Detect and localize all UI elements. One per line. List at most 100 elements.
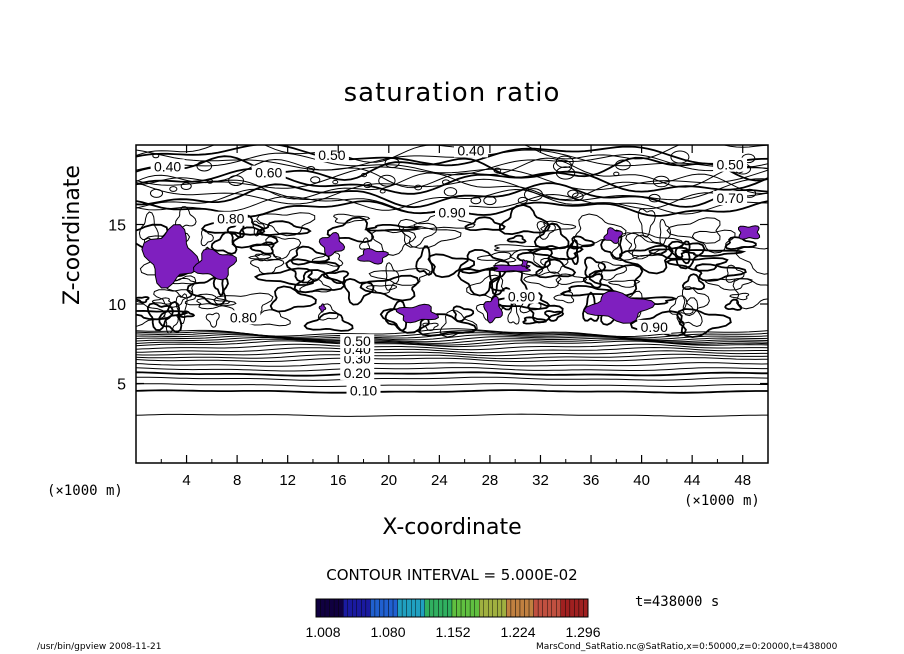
contour-line-turbulent (253, 267, 315, 286)
colorbar-cell (460, 598, 466, 618)
contour-line-turbulent (732, 278, 768, 310)
contour-label: 0.50 (344, 333, 371, 349)
colorbar-cell (479, 598, 484, 618)
contour-line-turbulent (151, 297, 172, 305)
contour-line-lower (136, 335, 768, 343)
contour-label-bg (435, 205, 469, 220)
supersaturated-region (603, 227, 624, 245)
colorbar-cell (401, 598, 407, 618)
contour-line-turbulent (507, 303, 520, 325)
contour-line-turbulent (299, 278, 332, 293)
colorbar-cell (411, 598, 416, 618)
contour-loop (196, 160, 213, 172)
colorbar-cell (447, 598, 453, 618)
contour-label-bg (150, 159, 185, 174)
contour-line-turbulent (725, 264, 745, 283)
contour-label: 0.60 (255, 165, 282, 181)
contour-line-turbulent (637, 208, 656, 238)
contour-line-turbulent (724, 298, 743, 311)
colorbar-cell (492, 598, 498, 618)
contour-loop (180, 182, 192, 191)
contour-line-turbulent (674, 240, 691, 265)
colorbar-cell (433, 598, 439, 618)
contour-line-turbulent (256, 212, 316, 237)
contour-line-turbulent (584, 256, 607, 279)
contour-label: 0.40 (154, 158, 181, 174)
contour-line-turbulent (175, 293, 188, 325)
contour-loop (384, 157, 400, 169)
contour-line-upper (136, 145, 768, 163)
contour-line-turbulent (153, 289, 193, 308)
colorbar-cell (406, 598, 412, 618)
contour-line-lower (136, 346, 768, 354)
contour-line-turbulent (427, 253, 476, 279)
contour-line-turbulent (200, 228, 214, 247)
colorbar-cell (488, 598, 493, 618)
contour-line-lower (136, 371, 768, 377)
contour-line-turbulent (293, 269, 346, 294)
colorbar-cell (501, 598, 507, 618)
colorbar-cell (456, 598, 462, 618)
contour-label: 0.10 (350, 382, 377, 398)
contour-loop (332, 179, 339, 185)
contour-line-turbulent (285, 258, 341, 284)
colorbar-cell (547, 598, 552, 618)
contour-loop (555, 155, 574, 169)
contour-line-turbulent (174, 206, 197, 229)
contour-label: 0.50 (716, 157, 743, 173)
x-tick-label: 12 (279, 472, 296, 489)
contour-line-turbulent (311, 251, 344, 267)
contour-line-turbulent (735, 246, 768, 275)
colorbar-cell (361, 598, 367, 618)
contour-label-bg (340, 365, 375, 380)
colorbar-cell (537, 598, 543, 618)
contour-label: 0.50 (318, 147, 345, 163)
colorbar-cell (506, 598, 512, 618)
colorbar-cell (392, 598, 398, 618)
contour-line-turbulent (582, 273, 604, 289)
colorbar-cell (528, 598, 534, 618)
footer-command: /usr/bin/gpview 2008-11-21 (37, 642, 162, 652)
contour-line-turbulent (553, 291, 575, 304)
contour-line-turbulent (179, 310, 196, 319)
contour-loop (648, 193, 661, 203)
supersaturated-region (738, 225, 761, 240)
contour-line-turbulent (136, 300, 166, 327)
colorbar-cell (379, 598, 385, 618)
contour-line-turbulent (439, 309, 478, 338)
x-tick-label: 44 (684, 472, 701, 489)
contour-loop (361, 172, 368, 178)
contour-line-lower (136, 350, 768, 357)
contour-lines: 0.100.200.300.400.500.400.50 0.400.60 0.50… (136, 145, 768, 417)
colorbar-tick-label: 1.008 (305, 624, 340, 640)
x-tick-label: 48 (734, 472, 751, 489)
contour-loop (517, 196, 528, 204)
contour-line-turbulent (466, 274, 508, 301)
contour-line-turbulent (364, 224, 421, 232)
colorbar-cell (483, 598, 489, 618)
colorbar-cell (370, 598, 376, 618)
contour-label-bg (213, 211, 248, 226)
colorbar-cell (569, 598, 575, 618)
contour-line-turbulent (536, 220, 556, 240)
contour-line-turbulent (522, 316, 548, 325)
x-axis-label: X-coordinate (382, 515, 522, 540)
colorbar-cell (574, 598, 580, 618)
colorbar-tick-label: 1.224 (500, 624, 535, 640)
contour-label-bg (637, 319, 672, 334)
x-tick-label: 24 (431, 472, 448, 489)
x-tick-label: 4 (182, 472, 190, 489)
colorbar-cell (343, 598, 348, 618)
contour-line-turbulent (729, 292, 750, 301)
supersaturated-region (357, 247, 389, 265)
contour-line-lower (136, 376, 768, 381)
contour-label-bg (251, 165, 286, 180)
colorbar-cell (397, 598, 403, 618)
contour-line-upper (136, 149, 768, 171)
contour-line-upper (136, 167, 768, 195)
contour-loop (363, 181, 373, 189)
contour-line-turbulent (249, 259, 285, 275)
contour-loop (378, 174, 396, 187)
contour-loop (615, 159, 631, 171)
